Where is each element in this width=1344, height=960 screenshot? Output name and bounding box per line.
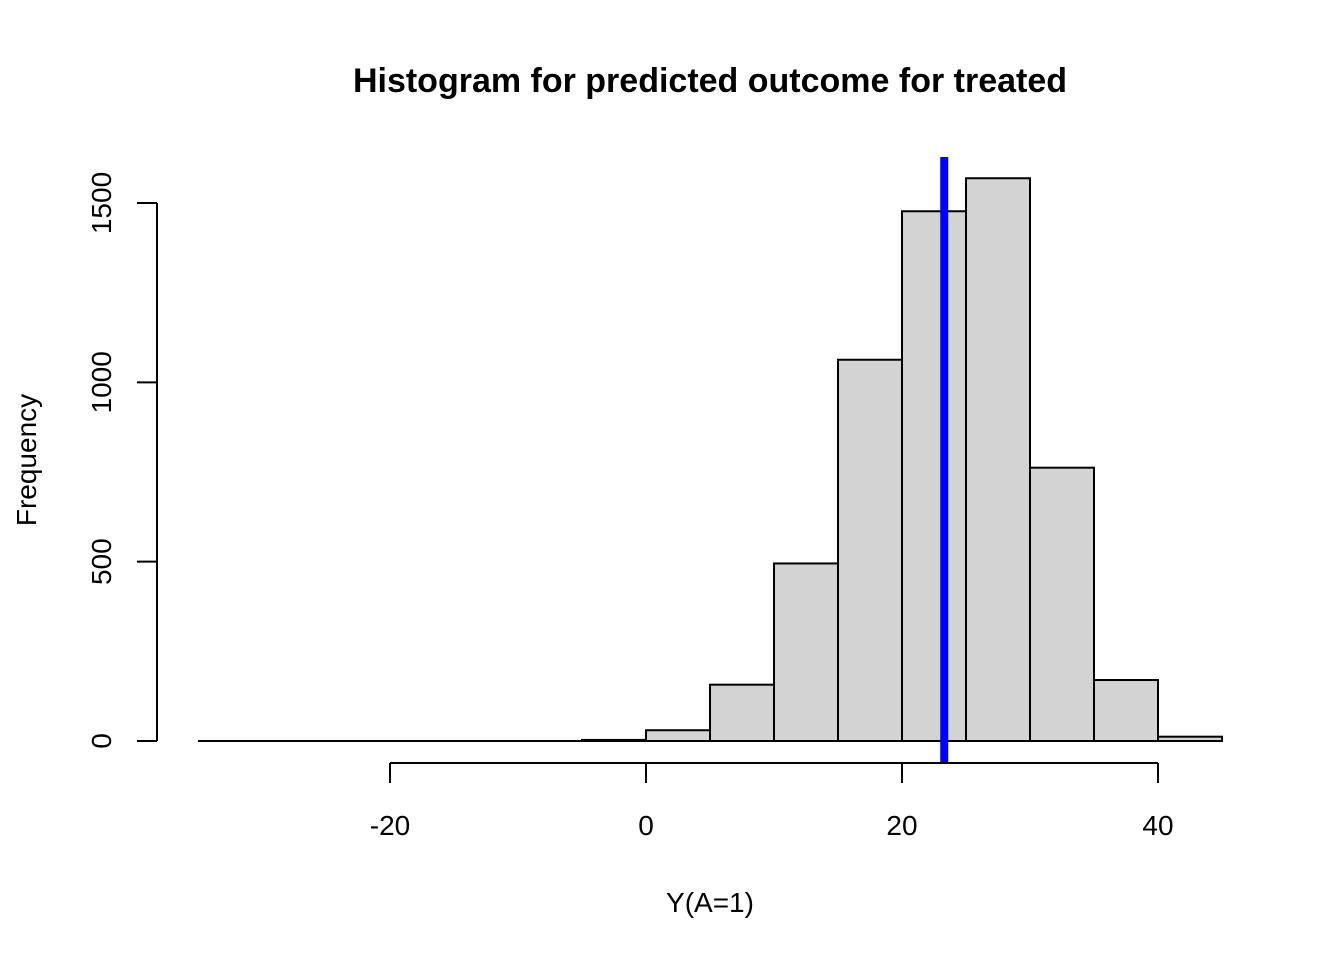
y-axis-label: Frequency — [11, 394, 42, 526]
histogram-bar — [901, 210, 967, 742]
histogram-bar — [645, 729, 711, 742]
y-axis: 0 500 1000 1500 — [86, 172, 158, 749]
x-axis-label: Y(A=1) — [666, 887, 754, 918]
y-tick-label: 1500 — [86, 172, 117, 234]
histogram-bar — [773, 562, 839, 743]
x-tick-label: 0 — [638, 810, 654, 841]
y-tick-label: 0 — [86, 733, 117, 749]
x-tick-label: -20 — [370, 810, 410, 841]
histogram-bar — [1029, 466, 1095, 742]
histogram-bar — [837, 358, 903, 742]
x-tick-label: 40 — [1142, 810, 1173, 841]
chart-title: Histogram for predicted outcome for trea… — [353, 62, 1067, 100]
y-tick-label: 500 — [86, 538, 117, 585]
histogram-bar — [1093, 679, 1159, 743]
histogram-bar — [965, 177, 1031, 742]
histogram-bar — [581, 738, 647, 743]
x-tick-label: 20 — [886, 810, 917, 841]
histogram-bar — [709, 683, 775, 742]
histogram-bar — [1157, 735, 1223, 742]
x-axis: -20 0 20 40 — [370, 762, 1174, 841]
y-tick-label: 1000 — [86, 351, 117, 413]
histogram-bars — [198, 177, 1223, 743]
